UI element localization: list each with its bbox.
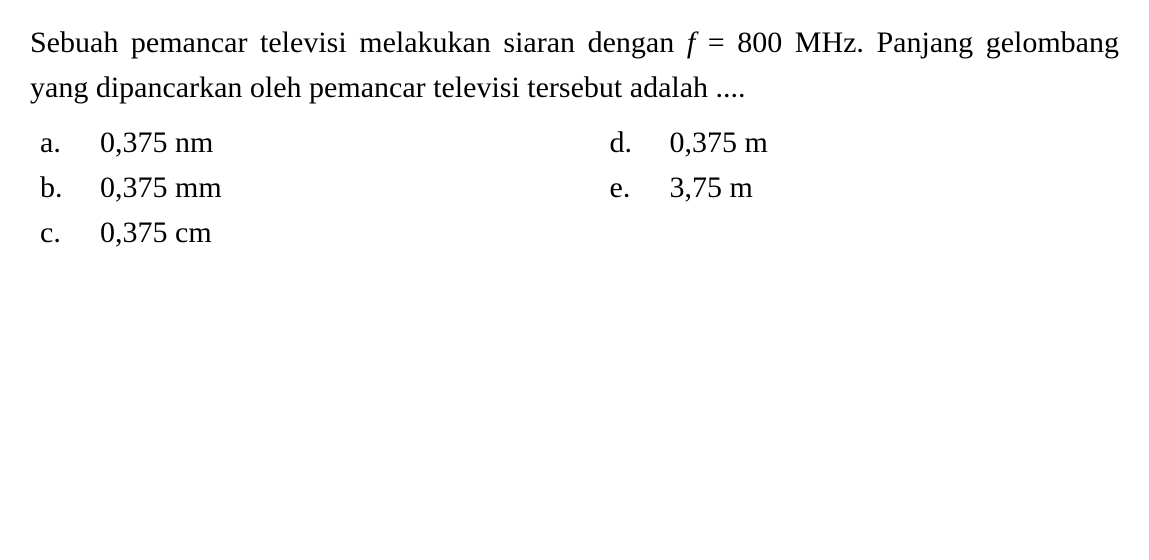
option-letter-d: d.	[610, 120, 670, 165]
option-value-b: 0,375 mm	[100, 165, 550, 210]
option-letter-c: c.	[40, 210, 100, 255]
options-container: a. 0,375 nm d. 0,375 m b. 0,375 mm e. 3,…	[30, 120, 1119, 255]
option-a: a. 0,375 nm	[40, 120, 550, 165]
option-b: b. 0,375 mm	[40, 165, 550, 210]
option-letter-a: a.	[40, 120, 100, 165]
option-letter-b: b.	[40, 165, 100, 210]
question-variable: f	[687, 26, 695, 59]
option-c: c. 0,375 cm	[40, 210, 550, 255]
question-part1: Sebuah pemancar televisi melakukan siara…	[30, 26, 687, 59]
option-letter-e: e.	[610, 165, 670, 210]
option-value-a: 0,375 nm	[100, 120, 550, 165]
question-text: Sebuah pemancar televisi melakukan siara…	[30, 20, 1119, 110]
option-d: d. 0,375 m	[610, 120, 1120, 165]
option-value-d: 0,375 m	[670, 120, 1120, 165]
option-e: e. 3,75 m	[610, 165, 1120, 210]
option-value-e: 3,75 m	[670, 165, 1120, 210]
option-value-c: 0,375 cm	[100, 210, 550, 255]
